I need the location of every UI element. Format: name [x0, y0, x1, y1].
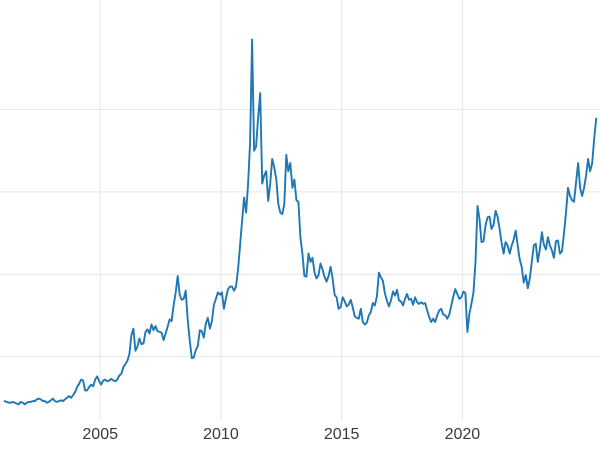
x-tick-label-2005: 2005: [82, 426, 118, 443]
price-line-series: [3, 38, 598, 406]
x-tick-label-2020: 2020: [444, 426, 481, 443]
x-tick-label-2010: 2010: [203, 426, 239, 443]
x-tick-label-2015: 2015: [323, 426, 360, 443]
